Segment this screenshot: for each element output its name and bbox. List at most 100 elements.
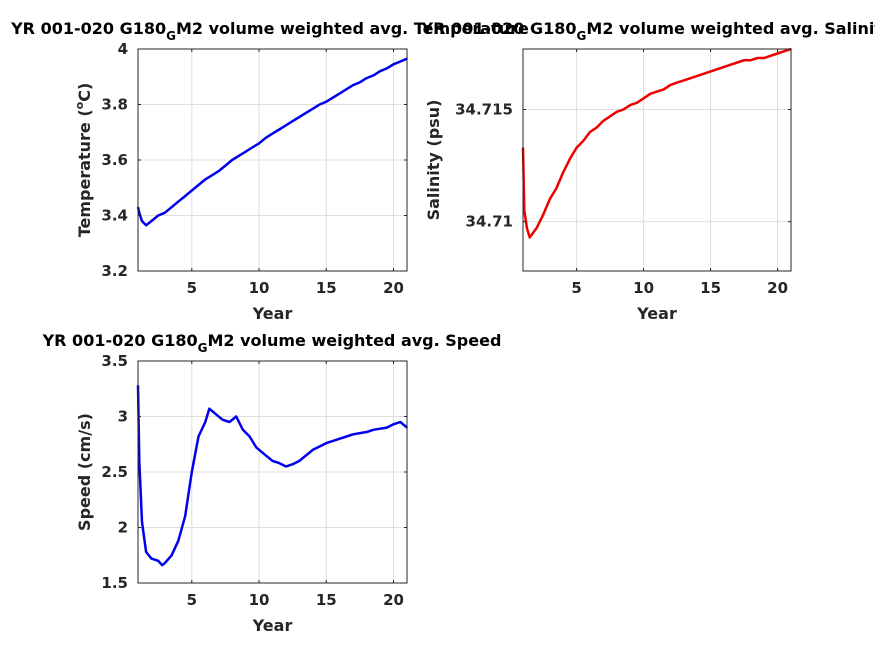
data-point — [251, 146, 254, 149]
x-axis-label: Year — [252, 616, 293, 635]
data-point — [325, 442, 328, 444]
data-point — [191, 189, 193, 192]
data-point — [191, 471, 193, 473]
data-point — [161, 564, 163, 566]
data-point — [141, 220, 143, 222]
data-point — [756, 57, 759, 59]
data-point — [399, 421, 402, 423]
data-point — [255, 446, 258, 449]
data-point — [535, 227, 538, 230]
series-line — [136, 385, 408, 567]
data-point — [235, 415, 237, 418]
data-point — [339, 92, 341, 95]
data-point — [157, 560, 159, 562]
chart-title-main: YR 001-020 G180 — [42, 331, 198, 350]
data-point — [365, 77, 368, 79]
data-point — [622, 108, 625, 111]
data-point — [703, 72, 705, 75]
data-point — [359, 81, 361, 84]
data-point — [312, 449, 314, 451]
x-tick-label: 20 — [383, 279, 404, 297]
data-point — [696, 75, 698, 77]
chart-title: YR 001-020 G180GM2 volume weighted avg. … — [421, 19, 875, 43]
x-tick-label: 15 — [700, 279, 721, 297]
y-tick-label: 3.2 — [101, 262, 128, 280]
data-point — [379, 427, 381, 430]
chart-title-main: YR 001-020 G180 — [10, 19, 166, 38]
plot-area — [523, 49, 791, 271]
data-point — [231, 159, 233, 161]
data-point — [248, 435, 251, 438]
data-point — [204, 178, 207, 181]
data-point — [291, 120, 294, 122]
data-point — [345, 88, 348, 90]
data-point — [224, 164, 227, 167]
data-point — [763, 57, 765, 59]
data-point — [298, 116, 301, 118]
data-point — [138, 211, 141, 214]
data-point — [141, 521, 143, 523]
data-point — [265, 137, 267, 139]
data-point — [197, 184, 200, 186]
data-point — [359, 432, 361, 434]
y-axis-label-unit: C) — [75, 83, 94, 102]
data-point — [542, 214, 544, 216]
data-point — [305, 454, 307, 457]
chart-title-subscript: G — [198, 341, 208, 355]
data-point — [589, 131, 591, 133]
data-point — [345, 435, 348, 438]
data-point — [636, 102, 638, 104]
y-tick-label: 3.8 — [101, 96, 128, 114]
x-tick-label: 15 — [316, 591, 337, 609]
y-axis-label: Temperature (oC) — [73, 83, 94, 238]
data-point — [298, 460, 301, 462]
data-point — [150, 220, 153, 222]
data-point — [285, 124, 287, 127]
data-point — [392, 423, 395, 426]
data-point — [526, 227, 528, 230]
data-point — [549, 198, 551, 200]
data-point — [399, 60, 402, 63]
x-tick-label: 5 — [187, 279, 197, 297]
y-axis-label-sup: o — [73, 101, 86, 109]
data-point — [783, 50, 786, 52]
x-tick-label: 20 — [767, 279, 788, 297]
data-point — [569, 158, 571, 160]
data-point — [164, 562, 166, 564]
data-point — [616, 111, 618, 113]
x-tick-label: 5 — [571, 279, 581, 297]
temperature-panel: 5 10 15 20 3.2 3.4 3.6 3.8 4 Year Temperature (oC)… — [10, 19, 529, 323]
data-point — [523, 209, 526, 212]
y-axis-label-main: Temperature ( — [75, 109, 94, 237]
data-point — [238, 155, 240, 157]
data-point — [145, 551, 147, 553]
data-point — [242, 429, 244, 431]
data-point — [177, 540, 180, 542]
x-axis-label: Year — [636, 304, 677, 323]
data-point — [285, 465, 287, 468]
data-point — [197, 435, 200, 438]
data-point — [676, 81, 678, 84]
data-point — [305, 112, 307, 114]
data-point — [204, 421, 207, 423]
data-point — [145, 224, 147, 226]
x-axis-label: Year — [252, 304, 293, 323]
data-point — [379, 70, 381, 72]
data-point — [278, 462, 281, 464]
x-tick-label: 10 — [249, 279, 270, 297]
data-point — [729, 63, 732, 66]
data-point — [595, 126, 598, 129]
data-point — [244, 150, 247, 153]
y-tick-label: 3.5 — [101, 352, 128, 370]
data-point — [291, 463, 294, 466]
data-point — [271, 132, 274, 135]
y-axis-label: Salinity (psu) — [424, 100, 443, 221]
y-tick-label: 4 — [118, 40, 128, 58]
data-point — [157, 214, 159, 217]
chart-title-rest: M2 volume weighted avg. Salinity — [586, 19, 875, 38]
data-point — [184, 195, 186, 197]
data-point — [683, 79, 685, 82]
data-point — [575, 146, 578, 149]
data-point — [228, 421, 231, 423]
data-point — [716, 68, 719, 70]
